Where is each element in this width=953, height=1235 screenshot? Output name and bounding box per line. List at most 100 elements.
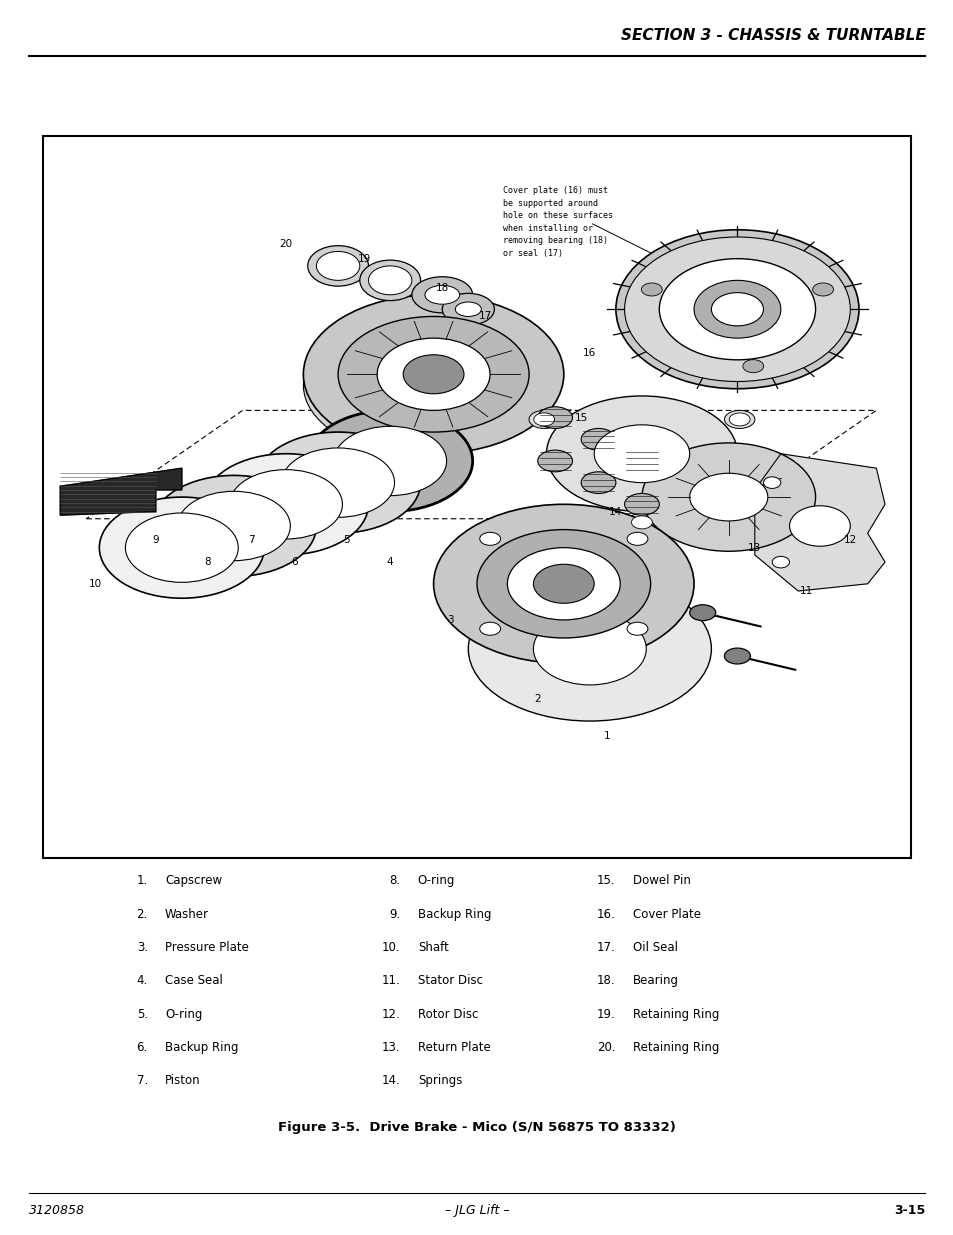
Text: Retaining Ring: Retaining Ring <box>632 1041 719 1055</box>
Ellipse shape <box>99 496 264 598</box>
Ellipse shape <box>626 532 647 546</box>
Text: 7: 7 <box>248 536 254 546</box>
Text: 9: 9 <box>152 536 159 546</box>
Text: Springs: Springs <box>417 1074 462 1088</box>
Text: 5: 5 <box>343 536 350 546</box>
Ellipse shape <box>529 410 558 429</box>
Text: Backup Ring: Backup Ring <box>165 1041 238 1055</box>
Ellipse shape <box>403 354 463 394</box>
Text: 3: 3 <box>447 615 454 625</box>
Ellipse shape <box>537 406 572 429</box>
Text: 12: 12 <box>842 536 856 546</box>
Ellipse shape <box>534 412 554 426</box>
Text: 13: 13 <box>747 542 760 552</box>
Text: 15.: 15. <box>596 874 615 888</box>
Text: Rotor Disc: Rotor Disc <box>417 1008 477 1021</box>
Text: 5.: 5. <box>136 1008 148 1021</box>
Text: 3.: 3. <box>136 941 148 955</box>
Ellipse shape <box>812 283 833 296</box>
Ellipse shape <box>546 396 737 511</box>
Ellipse shape <box>303 295 563 453</box>
Text: Backup Ring: Backup Ring <box>417 908 491 921</box>
Ellipse shape <box>689 605 715 621</box>
Ellipse shape <box>626 622 647 635</box>
Text: 16: 16 <box>582 347 596 358</box>
Ellipse shape <box>412 277 472 312</box>
Text: 15: 15 <box>574 412 587 422</box>
Text: Cover Plate: Cover Plate <box>632 908 700 921</box>
Text: 2: 2 <box>534 694 540 704</box>
Text: Bearing: Bearing <box>632 974 678 988</box>
Ellipse shape <box>442 294 494 325</box>
Ellipse shape <box>376 338 490 410</box>
Text: 12.: 12. <box>381 1008 400 1021</box>
Ellipse shape <box>177 492 290 561</box>
Text: Case Seal: Case Seal <box>165 974 223 988</box>
Ellipse shape <box>308 410 472 511</box>
Text: 19: 19 <box>357 253 371 263</box>
Ellipse shape <box>580 429 616 450</box>
Ellipse shape <box>455 303 481 316</box>
Ellipse shape <box>771 556 789 568</box>
Ellipse shape <box>368 266 412 295</box>
Ellipse shape <box>624 494 659 515</box>
Text: 4.: 4. <box>136 974 148 988</box>
Text: 20: 20 <box>279 240 293 249</box>
Ellipse shape <box>203 453 368 555</box>
Ellipse shape <box>689 473 767 521</box>
Ellipse shape <box>641 443 815 551</box>
Text: Retaining Ring: Retaining Ring <box>632 1008 719 1021</box>
Text: 14: 14 <box>609 506 622 516</box>
Ellipse shape <box>476 530 650 638</box>
Ellipse shape <box>281 448 395 517</box>
Text: Stator Disc: Stator Disc <box>417 974 482 988</box>
Ellipse shape <box>479 622 500 635</box>
Ellipse shape <box>255 432 420 534</box>
Ellipse shape <box>640 283 661 296</box>
Text: 19.: 19. <box>596 1008 615 1021</box>
Ellipse shape <box>334 426 446 495</box>
Ellipse shape <box>728 412 749 426</box>
Text: Capscrew: Capscrew <box>165 874 222 888</box>
Text: 10: 10 <box>89 579 101 589</box>
Text: 3120858: 3120858 <box>29 1204 85 1218</box>
Ellipse shape <box>533 564 594 603</box>
Text: O-ring: O-ring <box>165 1008 202 1021</box>
Polygon shape <box>754 453 884 592</box>
Ellipse shape <box>762 477 780 488</box>
Ellipse shape <box>468 577 711 721</box>
Ellipse shape <box>433 504 693 663</box>
Text: Oil Seal: Oil Seal <box>632 941 677 955</box>
Ellipse shape <box>125 513 238 583</box>
Text: SECTION 3 - CHASSIS & TURNTABLE: SECTION 3 - CHASSIS & TURNTABLE <box>620 28 924 43</box>
Ellipse shape <box>624 237 849 382</box>
Text: Dowel Pin: Dowel Pin <box>632 874 690 888</box>
Text: 3-15: 3-15 <box>893 1204 924 1218</box>
Text: O-ring: O-ring <box>417 874 455 888</box>
Text: 9.: 9. <box>389 908 400 921</box>
Ellipse shape <box>507 547 619 620</box>
Ellipse shape <box>631 516 652 529</box>
Text: 8: 8 <box>204 557 211 567</box>
Ellipse shape <box>624 450 659 472</box>
Ellipse shape <box>308 246 368 287</box>
Ellipse shape <box>337 316 529 432</box>
Text: 14.: 14. <box>381 1074 400 1088</box>
Ellipse shape <box>152 475 316 577</box>
Ellipse shape <box>537 450 572 472</box>
Text: Washer: Washer <box>165 908 209 921</box>
Ellipse shape <box>359 261 420 300</box>
Text: 8.: 8. <box>389 874 400 888</box>
Text: Piston: Piston <box>165 1074 200 1088</box>
Text: 6: 6 <box>291 557 297 567</box>
Ellipse shape <box>693 280 780 338</box>
Polygon shape <box>60 468 182 515</box>
Ellipse shape <box>626 514 657 531</box>
Text: 11.: 11. <box>381 974 400 988</box>
Text: 1: 1 <box>603 731 610 741</box>
Text: Cover plate (16) must
be supported around
hole on these surfaces
when installing: Cover plate (16) must be supported aroun… <box>502 186 613 258</box>
Ellipse shape <box>594 425 689 483</box>
Text: 6.: 6. <box>136 1041 148 1055</box>
Text: 2.: 2. <box>136 908 148 921</box>
Text: 11: 11 <box>800 587 813 597</box>
